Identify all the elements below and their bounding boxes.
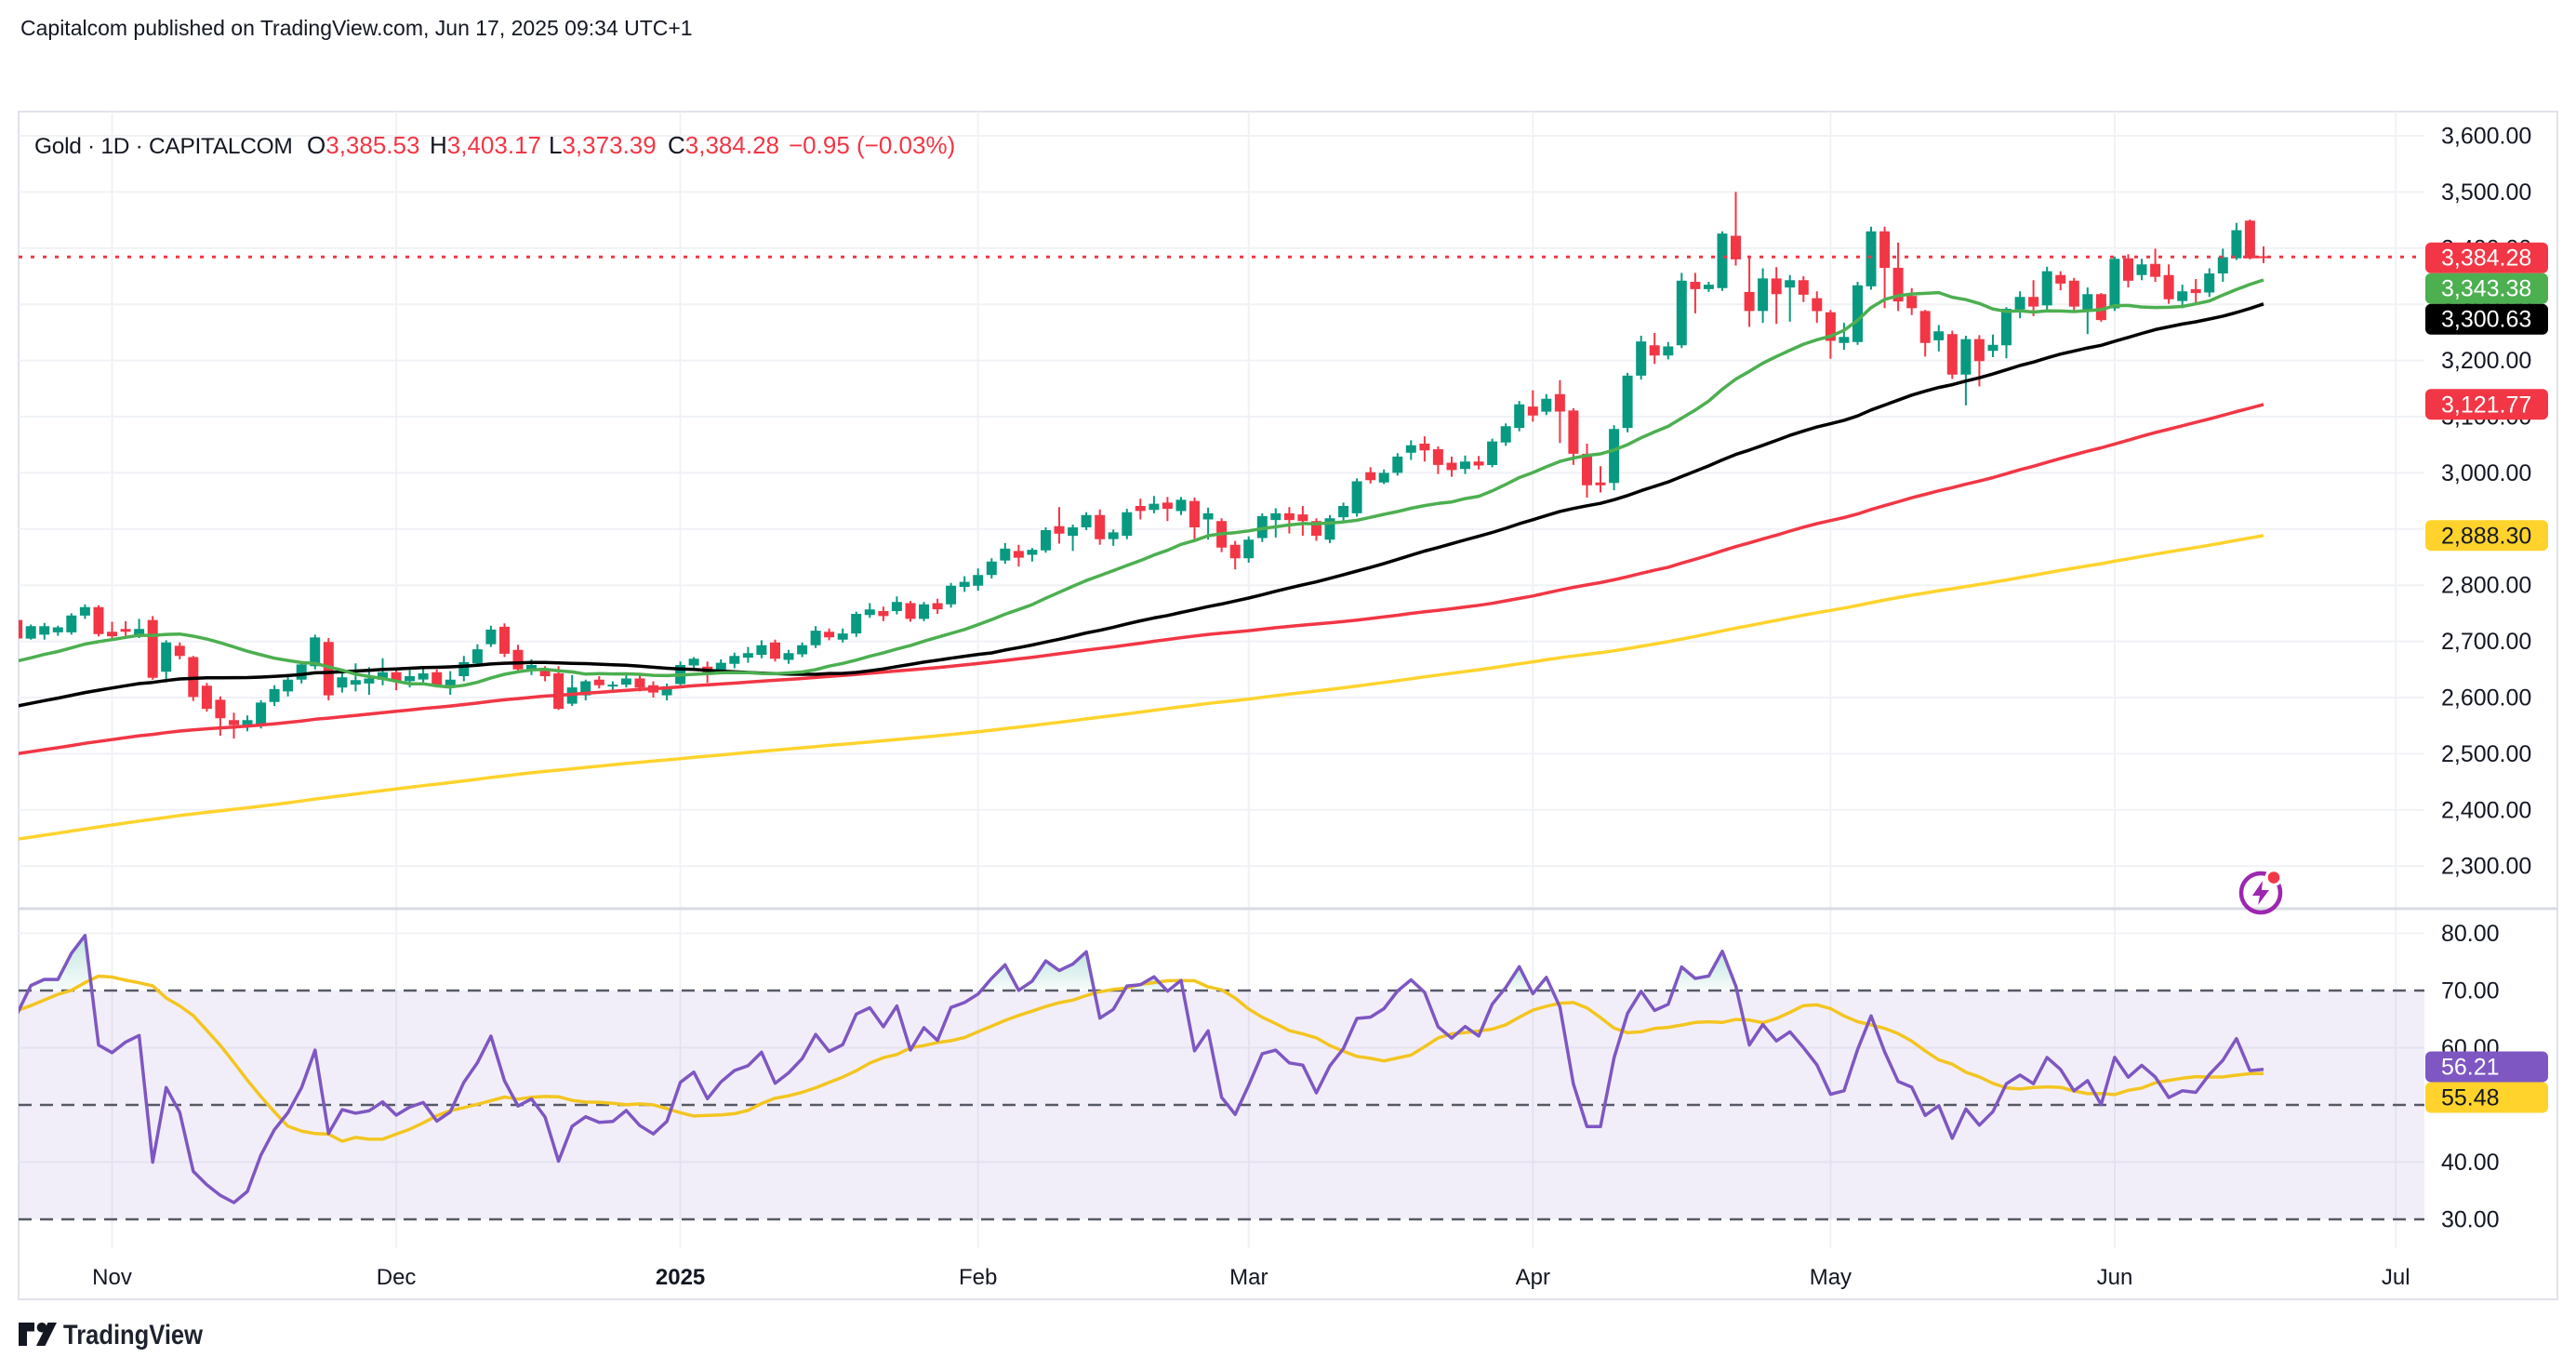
svg-text:L3,373.39: L3,373.39 xyxy=(549,131,657,159)
svg-text:Feb: Feb xyxy=(959,1265,997,1290)
svg-text:−0.95 (−0.03%): −0.95 (−0.03%) xyxy=(789,131,955,159)
svg-text:3,384.28: 3,384.28 xyxy=(2441,246,2531,272)
svg-text:3,343.38: 3,343.38 xyxy=(2441,276,2531,302)
svg-text:Dec: Dec xyxy=(377,1265,417,1290)
svg-text:2,800.00: 2,800.00 xyxy=(2441,573,2531,599)
svg-text:3,300.63: 3,300.63 xyxy=(2441,307,2531,333)
svg-text:C3,384.28: C3,384.28 xyxy=(668,131,779,159)
svg-text:3,200.00: 3,200.00 xyxy=(2441,348,2531,374)
svg-text:70.00: 70.00 xyxy=(2441,978,2500,1004)
svg-text:Nov: Nov xyxy=(92,1265,132,1290)
svg-text:2,300.00: 2,300.00 xyxy=(2441,854,2531,880)
svg-text:H3,403.17: H3,403.17 xyxy=(430,131,541,159)
svg-text:2,700.00: 2,700.00 xyxy=(2441,629,2531,655)
svg-text:30.00: 30.00 xyxy=(2441,1207,2500,1233)
svg-text:Mar: Mar xyxy=(1229,1265,1268,1290)
svg-text:2025: 2025 xyxy=(656,1265,705,1290)
svg-text:2,500.00: 2,500.00 xyxy=(2441,741,2531,767)
svg-text:56.21: 56.21 xyxy=(2441,1055,2500,1081)
svg-text:40.00: 40.00 xyxy=(2441,1150,2500,1176)
svg-text:Capitalcom published on Tradin: Capitalcom published on TradingView.com,… xyxy=(20,16,693,40)
svg-text:Jul: Jul xyxy=(2382,1265,2410,1290)
svg-text:May: May xyxy=(1810,1265,1852,1290)
svg-text:Gold · 1D · CAPITALCOM: Gold · 1D · CAPITALCOM xyxy=(34,134,292,159)
svg-text:3,000.00: 3,000.00 xyxy=(2441,460,2531,486)
svg-text:Jun: Jun xyxy=(2097,1265,2133,1290)
svg-text:55.48: 55.48 xyxy=(2441,1085,2500,1111)
svg-text:2,400.00: 2,400.00 xyxy=(2441,797,2531,823)
svg-text:3,600.00: 3,600.00 xyxy=(2441,124,2531,150)
svg-text:TradingView: TradingView xyxy=(63,1320,204,1350)
svg-text:Apr: Apr xyxy=(1516,1265,1550,1290)
svg-text:3,121.77: 3,121.77 xyxy=(2441,392,2531,418)
svg-text:2,888.30: 2,888.30 xyxy=(2441,523,2531,549)
svg-text:3,500.00: 3,500.00 xyxy=(2441,180,2531,206)
svg-text:80.00: 80.00 xyxy=(2441,921,2500,947)
svg-text:2,600.00: 2,600.00 xyxy=(2441,685,2531,712)
svg-text:O3,385.53: O3,385.53 xyxy=(307,131,419,159)
